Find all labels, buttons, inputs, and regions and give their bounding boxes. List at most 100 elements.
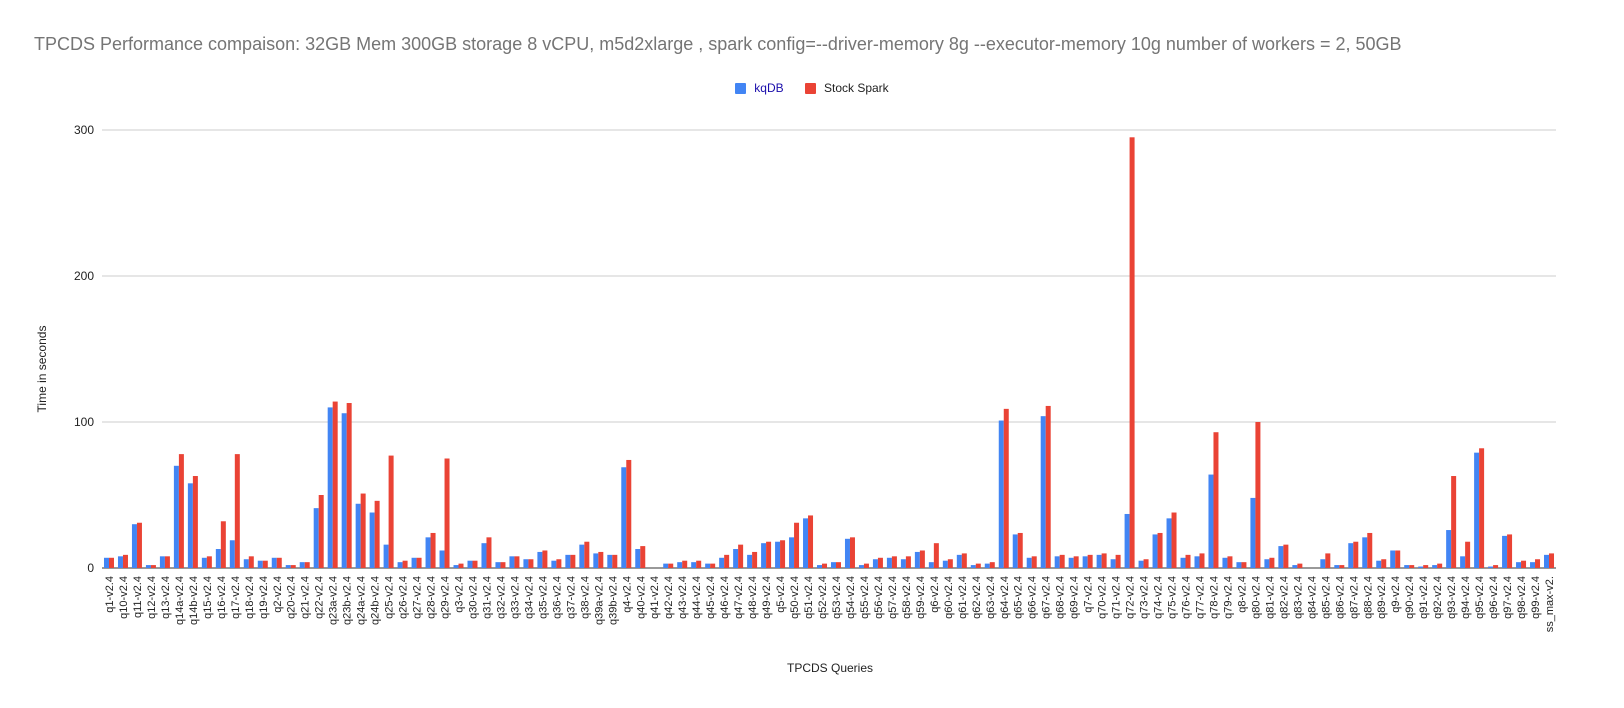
bar-kqdb [663,563,669,568]
x-tick-label: q97-v2.4 [1502,576,1514,619]
x-tick-label: q4-v2.4 [621,576,633,613]
bar-kqdb [481,543,487,568]
x-tick-label: q92-v2.4 [1432,576,1444,619]
bar-stock-spark [1241,562,1247,568]
bar-kqdb [1152,534,1158,568]
bar-stock-spark [933,543,939,568]
bar-stock-spark [1031,556,1037,568]
bar-kqdb [327,407,333,568]
bar-kqdb [1012,534,1018,568]
x-tick-label: q50-v2.4 [789,576,801,619]
x-tick-label: q73-v2.4 [1139,576,1151,619]
bar-stock-spark [598,551,604,568]
x-tick-label: q93-v2.4 [1446,576,1458,619]
x-tick-label: q16-v2.4 [216,576,228,619]
legend-item-stock-spark[interactable]: Stock Spark [804,81,889,95]
x-tick-label: q28-v2.4 [426,576,438,619]
bar-stock-spark [947,559,953,568]
bar-stock-spark [1325,553,1331,568]
bar-kqdb [1460,556,1466,568]
bar-kqdb [761,543,767,568]
bar-stock-spark [556,559,562,568]
bar-stock-spark [1297,563,1303,568]
bar-kqdb [1376,560,1382,568]
bar-kqdb [733,549,739,568]
bar-stock-spark [388,455,394,568]
x-tick-label: q13-v2.4 [160,576,172,619]
bar-stock-spark [416,557,422,568]
x-axis-title: TPCDS Queries [786,661,874,675]
x-tick-label: q23b-v2.4 [342,576,354,625]
bar-kqdb [984,563,990,568]
bar-kqdb [1320,559,1326,568]
bar-kqdb [1544,554,1550,568]
x-tick-label: q5-v2.4 [775,576,787,613]
bar-kqdb [775,541,781,568]
bar-kqdb [1068,557,1074,568]
x-tick-label: q23a-v2.4 [328,576,340,625]
x-tick-label: q15-v2.4 [202,576,214,619]
bar-kqdb [411,557,417,568]
bar-kqdb [1194,556,1200,568]
bar-stock-spark [682,560,688,568]
x-tick-label: q88-v2.4 [1362,576,1374,619]
x-tick-label: q20-v2.4 [286,576,298,619]
bar-stock-spark [318,495,324,568]
x-tick-label: q77-v2.4 [1194,576,1206,619]
x-tick-label: q33-v2.4 [509,576,521,619]
bar-kqdb [173,465,179,568]
bar-stock-spark [584,541,590,568]
x-tick-label: q31-v2.4 [481,576,493,619]
bar-stock-spark [877,557,883,568]
bar-kqdb [215,549,221,568]
bar-stock-spark [570,554,576,568]
bar-stock-spark [1451,476,1457,568]
x-tick-label: q78-v2.4 [1208,576,1220,619]
bar-kqdb [1516,562,1522,568]
bar-kqdb [1292,565,1298,568]
x-tick-label: q55-v2.4 [859,576,871,619]
bar-stock-spark [1017,532,1023,568]
bar-kqdb [523,559,529,568]
x-tick-label: q38-v2.4 [579,576,591,619]
bar-kqdb [159,556,165,568]
bar-stock-spark [626,459,632,568]
x-tick-label: q69-v2.4 [1069,576,1081,619]
bar-stock-spark [430,532,436,568]
bar-stock-spark [1479,448,1485,568]
bar-stock-spark [1535,559,1541,568]
legend-item-kqdb[interactable]: kqDB [735,81,784,95]
x-tick-label: q60-v2.4 [943,576,955,619]
bar-kqdb [998,420,1004,568]
bar-kqdb [691,562,697,568]
bar-stock-spark [1003,408,1009,568]
bar-kqdb [369,512,375,568]
bar-kqdb [383,544,389,568]
bar-stock-spark [1269,557,1275,568]
x-tick-label: q68-v2.4 [1055,576,1067,619]
bar-stock-spark [696,560,702,568]
x-tick-label: q54-v2.4 [845,576,857,619]
bar-kqdb [187,483,193,568]
bar-kqdb [453,565,459,568]
bar-stock-spark [668,563,674,568]
bar-stock-spark [164,556,170,568]
x-tick-label: q10-v2.4 [118,576,130,619]
x-tick-label: q91-v2.4 [1418,576,1430,619]
x-tick-label: q80-v2.4 [1250,576,1262,619]
x-tick-label: q95-v2.4 [1474,576,1486,619]
bar-stock-spark [738,544,744,568]
x-tick-label: q42-v2.4 [663,576,675,619]
x-tick-label: q46-v2.4 [719,576,731,619]
bar-kqdb [900,559,906,568]
bar-kqdb [607,554,613,568]
legend-swatch-kqdb [735,82,747,94]
x-tick-label: q58-v2.4 [901,576,913,619]
bar-stock-spark [1423,565,1429,568]
x-tick-label: q59-v2.4 [915,576,927,619]
bar-stock-spark [891,556,897,568]
bar-stock-spark [1339,565,1345,568]
x-tick-label: q45-v2.4 [705,576,717,619]
bar-stock-spark [1409,565,1415,568]
